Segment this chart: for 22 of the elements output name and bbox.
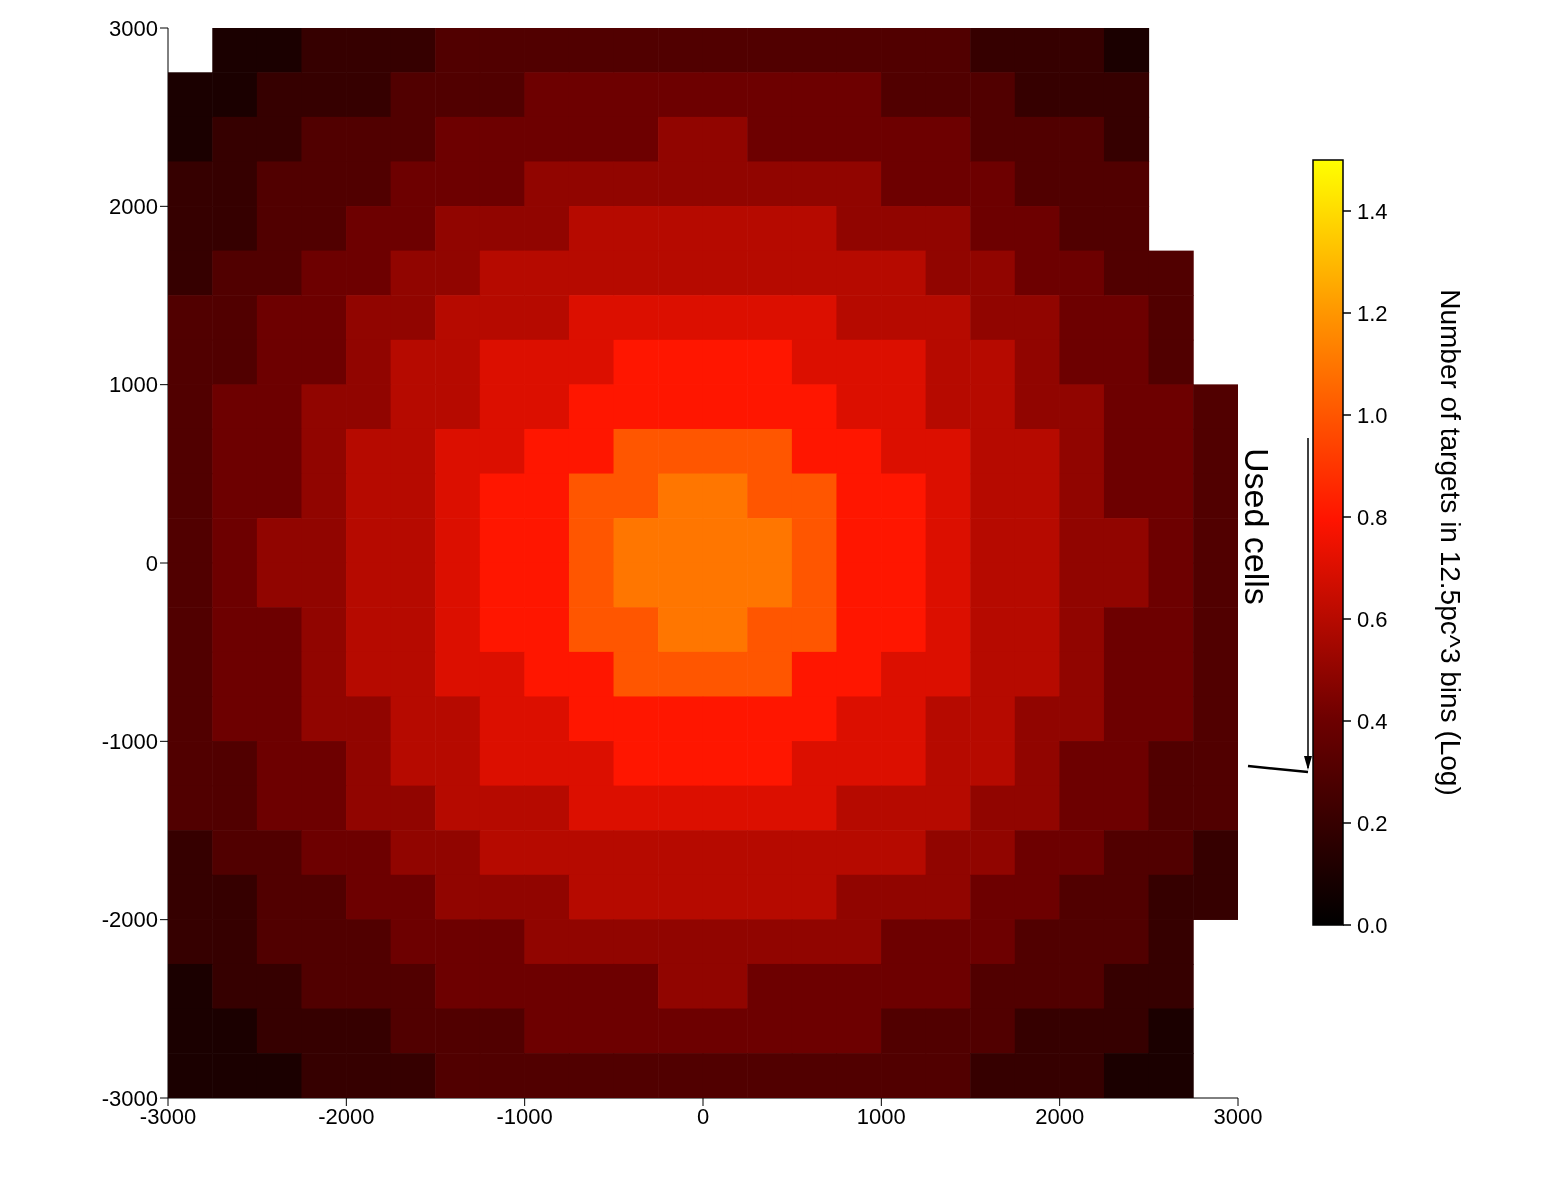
y-tick-label: 1000 bbox=[109, 372, 158, 398]
x-tick-label: 0 bbox=[696, 1103, 710, 1129]
color-bar-label: 0.0 bbox=[1357, 913, 1388, 938]
y-tick-label: 2000 bbox=[109, 194, 158, 220]
color-bar-label: 0.4 bbox=[1357, 709, 1388, 734]
x-tick-label: 1000 bbox=[856, 1103, 906, 1129]
y-tick-label: -1000 bbox=[101, 729, 158, 755]
x-tick-label: 2000 bbox=[1035, 1103, 1085, 1129]
color-bar-label: 1.2 bbox=[1357, 301, 1388, 326]
y-tick-label: -2000 bbox=[101, 907, 158, 933]
color-bar-label: 0.2 bbox=[1357, 811, 1388, 836]
y-tick-label: 0 bbox=[145, 550, 158, 576]
color-bar-label: 0.6 bbox=[1357, 607, 1388, 632]
x-tick-label: -1000 bbox=[496, 1103, 553, 1129]
y-tick-label: 3000 bbox=[109, 15, 158, 41]
color-bar-label: 1.0 bbox=[1357, 403, 1388, 428]
color-bar-label: 0.8 bbox=[1357, 505, 1388, 530]
x-tick-label: -2000 bbox=[318, 1103, 375, 1129]
color-bar-label: 1.4 bbox=[1357, 199, 1388, 224]
color-bar-title: Number of targets in 12.5pc^3 bins (Log) bbox=[1435, 289, 1466, 796]
x-tick-label: 3000 bbox=[1213, 1103, 1263, 1129]
annotation: Used cells bbox=[1237, 448, 1276, 605]
